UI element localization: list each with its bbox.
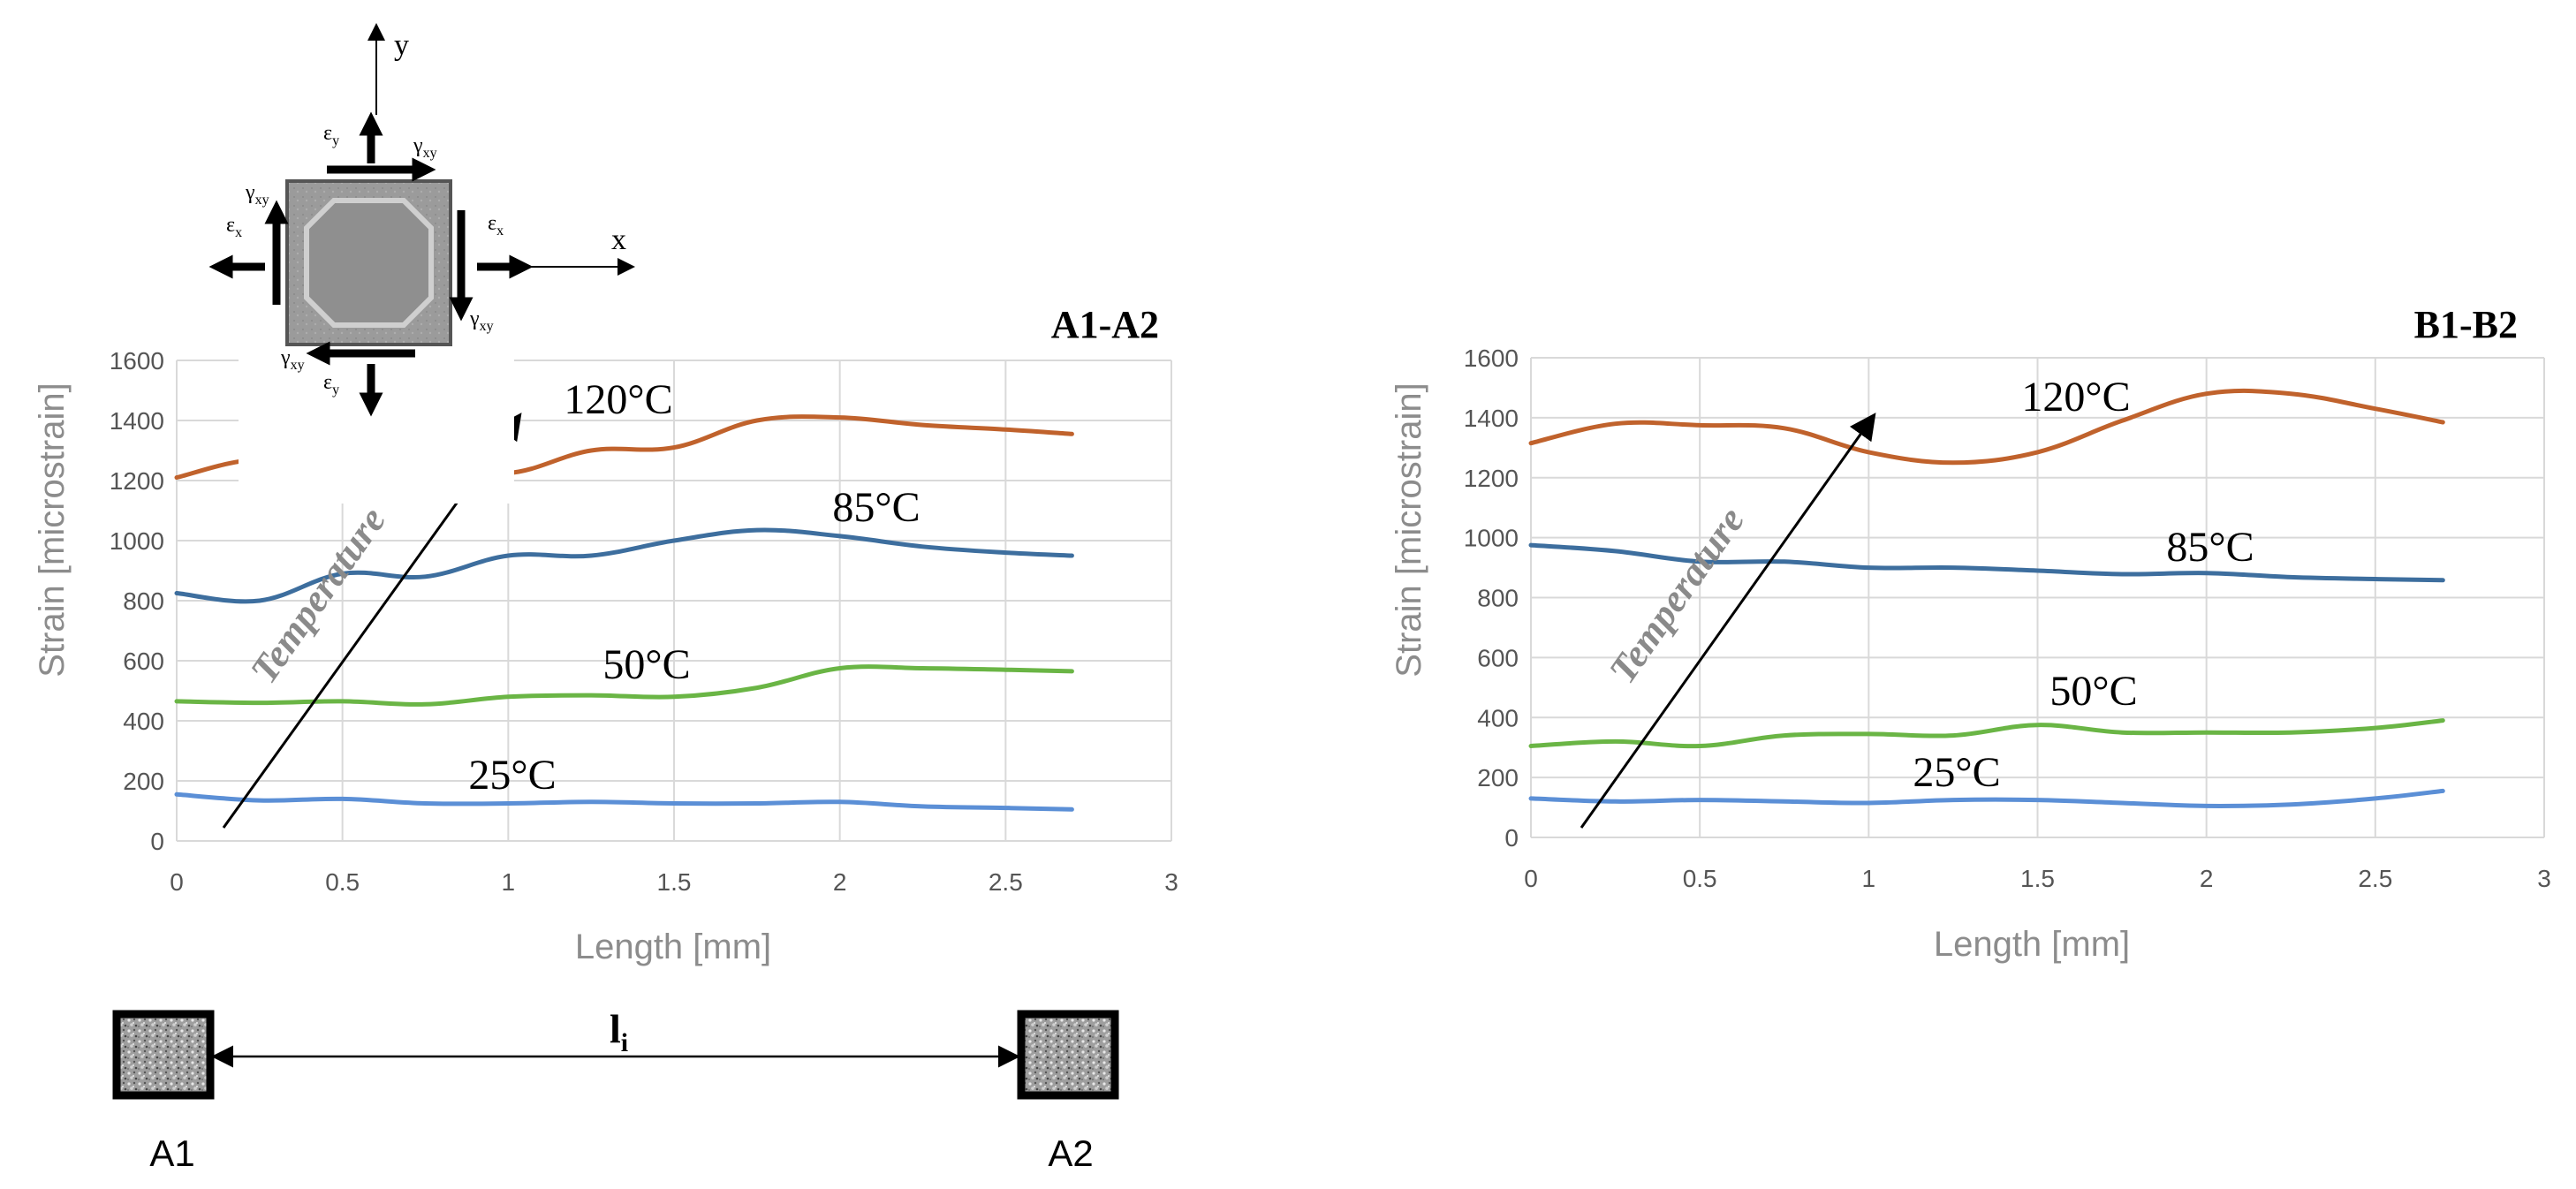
chart-series — [1528, 388, 2445, 808]
a1-label: A1 — [149, 1132, 194, 1174]
y-tick-label: 1200 — [110, 467, 164, 495]
chart-title: A1-A2 — [1051, 303, 1159, 346]
sensor-a1 — [112, 1010, 215, 1100]
x-axis-label: Length [mm] — [1934, 925, 2130, 964]
y-tick-label: 400 — [1477, 704, 1519, 731]
x-tick-label: 3 — [2537, 865, 2551, 892]
chart-b1-b2: 0 200 400 600 800 1000 1200 1400 1600 0 0.5 1 1.5 2 2… — [1390, 303, 2551, 964]
x-tick-label: 2.5 — [989, 868, 1023, 896]
length-label: li — [610, 1006, 628, 1057]
x-tick-label: 0 — [1524, 865, 1538, 892]
inset-y-label: y — [394, 29, 409, 62]
series-label: 25°C — [1913, 749, 2000, 796]
y-tick-label: 1400 — [1464, 405, 1519, 432]
series-line — [174, 527, 1074, 604]
y-tick-label: 600 — [123, 648, 164, 675]
gamma-left-label: γxy — [245, 181, 269, 208]
x-tick-labels: 0 0.5 1 1.5 2 2.5 3 — [170, 868, 1178, 896]
y-tick-label: 400 — [123, 708, 164, 735]
eps-x-right-label: εx — [488, 212, 504, 239]
x-tick-labels: 0 0.5 1 1.5 2 2.5 3 — [1524, 865, 2551, 892]
series-line — [1528, 718, 2445, 749]
a2-label: A2 — [1048, 1132, 1093, 1174]
y-tick-label: 0 — [1504, 824, 1519, 852]
series-label: 50°C — [602, 641, 690, 688]
y-tick-labels: 0 200 400 600 800 1000 1200 1400 1600 — [1464, 345, 1519, 852]
x-tick-label: 1 — [1862, 865, 1876, 892]
series-label: 120°C — [564, 376, 672, 423]
gamma-top-label: γxy — [413, 134, 437, 161]
series-label: 50°C — [2049, 668, 2137, 715]
series-line — [174, 664, 1074, 707]
temperature-label: Temperature — [242, 499, 394, 691]
x-axis-label: Length [mm] — [575, 928, 771, 966]
temperature-label: Temperature — [1601, 499, 1753, 691]
x-tick-label: 2 — [2200, 865, 2214, 892]
gamma-right-label: γxy — [469, 307, 494, 334]
series-label: 85°C — [2166, 524, 2254, 571]
y-tick-label: 1000 — [1464, 525, 1519, 552]
eps-y-bottom-label: εy — [323, 371, 339, 398]
series-line — [1528, 788, 2445, 808]
x-tick-label: 2.5 — [2358, 865, 2392, 892]
chip-pad — [304, 198, 434, 328]
y-tick-label: 200 — [123, 768, 164, 795]
series-labels: 120°C 85°C 50°C 25°C — [468, 376, 920, 799]
y-tick-label: 1200 — [1464, 465, 1519, 492]
x-tick-label: 1 — [502, 868, 516, 896]
chart-title: B1-B2 — [2414, 303, 2518, 346]
y-axis-label: Strain [microstrain] — [33, 382, 72, 677]
eps-y-top-label: εy — [323, 122, 339, 148]
x-tick-label: 0.5 — [325, 868, 360, 896]
chart-grid — [1530, 357, 2545, 838]
y-tick-label: 1600 — [110, 347, 164, 375]
series-label: 25°C — [468, 752, 556, 799]
y-tick-label: 1400 — [110, 407, 164, 435]
series-label: 85°C — [832, 484, 920, 531]
sensor-a2 — [1017, 1010, 1119, 1100]
y-tick-label: 800 — [123, 587, 164, 615]
series-label: 120°C — [2021, 374, 2130, 420]
x-tick-label: 1.5 — [657, 868, 692, 896]
series-line — [1528, 388, 2445, 466]
series-line — [174, 791, 1074, 812]
y-tick-label: 600 — [1477, 644, 1519, 671]
y-tick-labels: 0 200 400 600 800 1000 1200 1400 1600 — [110, 347, 164, 855]
x-tick-label: 0 — [170, 868, 184, 896]
y-tick-label: 200 — [1477, 764, 1519, 791]
x-tick-label: 3 — [1164, 868, 1178, 896]
y-tick-label: 1600 — [1464, 345, 1519, 372]
x-tick-label: 2 — [833, 868, 847, 896]
inset-x-label: x — [611, 223, 626, 256]
y-tick-label: 1000 — [110, 527, 164, 555]
chart-a1-a2: 0 200 400 600 800 1000 1200 1400 1600 0 0.5 1 1.5 2 2… — [33, 303, 1178, 966]
x-tick-label: 0.5 — [1683, 865, 1717, 892]
stress-inset: y x εy γxy γxy εx εx γxy γxy εy — [208, 23, 635, 504]
gamma-bottom-label: γxy — [280, 346, 305, 373]
series-line — [1528, 542, 2445, 583]
y-tick-label: 0 — [150, 828, 164, 855]
eps-x-left-label: εx — [226, 214, 242, 240]
y-tick-label: 800 — [1477, 585, 1519, 612]
y-axis-label: Strain [microstrain] — [1390, 382, 1428, 677]
length-schematic: li A1 A2 — [112, 1006, 1119, 1174]
temperature-arrow — [1580, 413, 1876, 829]
series-labels: 120°C 85°C 50°C 25°C — [1913, 374, 2254, 796]
x-tick-label: 1.5 — [2020, 865, 2055, 892]
